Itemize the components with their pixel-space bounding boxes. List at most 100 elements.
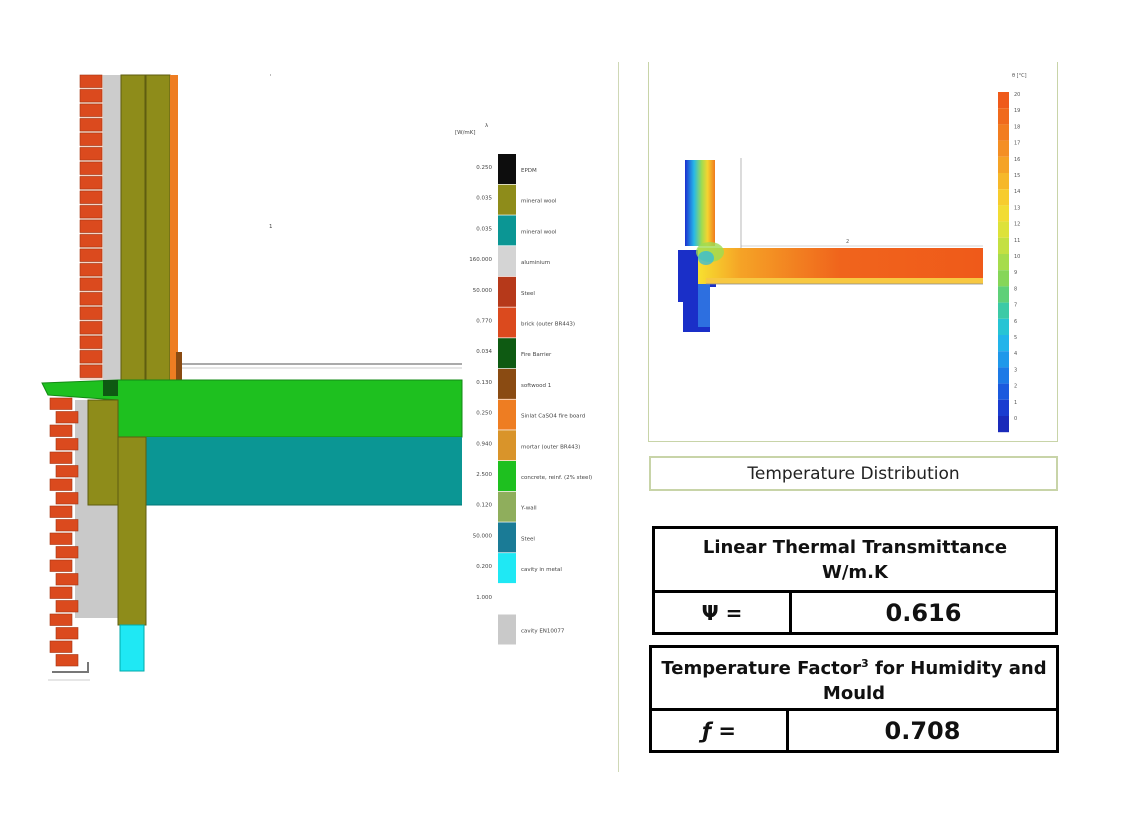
legend-lambda: 0.035 [476, 226, 492, 232]
brick [49, 424, 73, 437]
mineral-wool-layer-1 [120, 74, 146, 381]
panel-divider [618, 62, 619, 772]
psi-value: 0.616 [789, 590, 1058, 635]
scale-segment [998, 237, 1009, 254]
scale-segment [998, 205, 1009, 222]
legend-lambda: 0.130 [476, 380, 492, 386]
dimension-tick-label: 1 [269, 224, 273, 230]
scale-segment [998, 92, 1009, 109]
brick [49, 532, 73, 545]
scale-tick-label: 1 [1014, 400, 1017, 406]
legend-material-name: mineral wool [521, 199, 557, 205]
scale-tick-label: 4 [1014, 351, 1017, 357]
legend-swatch [498, 461, 516, 491]
f-header-line2: Mould [822, 682, 886, 704]
brick [49, 478, 73, 491]
softwood-block [176, 352, 182, 380]
f-header-prefix: Temperature Factor [661, 657, 862, 679]
brick [49, 586, 73, 599]
mineral-wool-layer-2 [145, 74, 171, 381]
legend-row: 0.035 mineral wool [476, 184, 557, 215]
scale-tick-label: 12 [1014, 222, 1020, 228]
temperature-distribution-caption: Temperature Distribution [649, 456, 1058, 491]
legend-lambda: 0.940 [476, 441, 492, 447]
brick [49, 451, 73, 464]
thermal-wall-section [685, 160, 715, 246]
scale-segment [998, 335, 1009, 352]
legend-swatch [498, 522, 516, 553]
legend-lambda: 0.200 [476, 564, 492, 570]
brick [79, 219, 103, 233]
scale-tick-label: 8 [1014, 286, 1017, 292]
legend-row: 0.770 brick (outer BR443) [476, 307, 575, 338]
legend-row: 0.940 mortar (outer BR443) [476, 430, 580, 461]
brick [55, 627, 79, 640]
legend-material-name: cavity in metal [521, 567, 562, 573]
scale-unit-label: θ [°C] [1012, 73, 1027, 79]
lower-mineral-wool-2 [117, 436, 147, 626]
legend-material-name: brick (outer BR443) [521, 322, 575, 328]
scale-segment [998, 173, 1009, 190]
scale-tick-label: 7 [1014, 303, 1017, 309]
legend-swatch [498, 307, 516, 338]
scale-tick-label: 9 [1014, 270, 1017, 276]
legend-material-name: EPDM [521, 168, 537, 174]
legend-swatch [498, 368, 516, 399]
scale-tick-label: 18 [1014, 124, 1020, 130]
legend-material-name: Steel [521, 536, 535, 542]
brick [79, 132, 103, 146]
legend-material-name: mortar (outer BR443) [521, 444, 580, 450]
legend-row: 0.035 mineral wool [476, 215, 557, 246]
brick [79, 292, 103, 306]
scale-tick-label: 15 [1014, 173, 1020, 179]
fire-barrier-block [103, 380, 118, 396]
thermal-dimension-label: 2 [846, 239, 849, 245]
temperature-distribution-panel [648, 62, 1058, 442]
brick [49, 559, 73, 572]
f-header-footnote: 3 [861, 656, 869, 670]
scale-segment [998, 302, 1009, 319]
legend-lambda: 50.000 [473, 533, 493, 539]
brick [49, 613, 73, 626]
brick [79, 147, 103, 161]
legend-row: cavity EN10077 [498, 614, 565, 645]
f-header-suffix: for Humidity and [868, 657, 1047, 679]
lower-cavity-fill [75, 400, 118, 618]
legend-lambda: 0.770 [476, 319, 492, 325]
brick [79, 103, 103, 117]
brick [79, 335, 103, 349]
psi-symbol: Ψ = [652, 590, 792, 635]
psi-header-line2: W/m.K [822, 561, 888, 583]
scale-segment [998, 270, 1009, 287]
brick [79, 248, 103, 262]
psi-header-line1: Linear Thermal Transmittance [702, 536, 1008, 558]
legend-material-name: cavity EN10077 [521, 629, 565, 635]
legend-swatch [498, 553, 516, 584]
scale-segment [998, 351, 1009, 368]
brick [79, 118, 103, 132]
fire-board-strip [170, 75, 178, 380]
legend-unit-symbol: λ [485, 123, 489, 129]
scale-segment [998, 124, 1009, 141]
scale-tick-label: 20 [1014, 92, 1020, 98]
psi-results-table: Linear Thermal Transmittance W/m.K Ψ = 0… [652, 526, 1058, 635]
legend-lambda: 0.034 [476, 349, 492, 355]
legend-swatch [498, 430, 516, 461]
aluminium-cavity-layer [103, 75, 121, 380]
brick [79, 176, 103, 190]
brick [49, 397, 73, 410]
brick [79, 364, 103, 378]
legend-material-name: aluminium [521, 260, 550, 266]
legend-lambda: 0.120 [476, 503, 492, 509]
legend-swatch [498, 399, 516, 430]
scale-tick-label: 6 [1014, 319, 1017, 325]
legend-row: 2.500 concrete, reinf. (2% steel) [476, 461, 592, 491]
scale-segment [998, 156, 1009, 173]
legend-swatch [498, 246, 516, 277]
legend-swatch [498, 491, 516, 522]
legend-row: 50.000 Steel [473, 276, 535, 307]
scale-tick-label: 19 [1014, 108, 1020, 114]
lower-brick-wall [49, 397, 79, 667]
